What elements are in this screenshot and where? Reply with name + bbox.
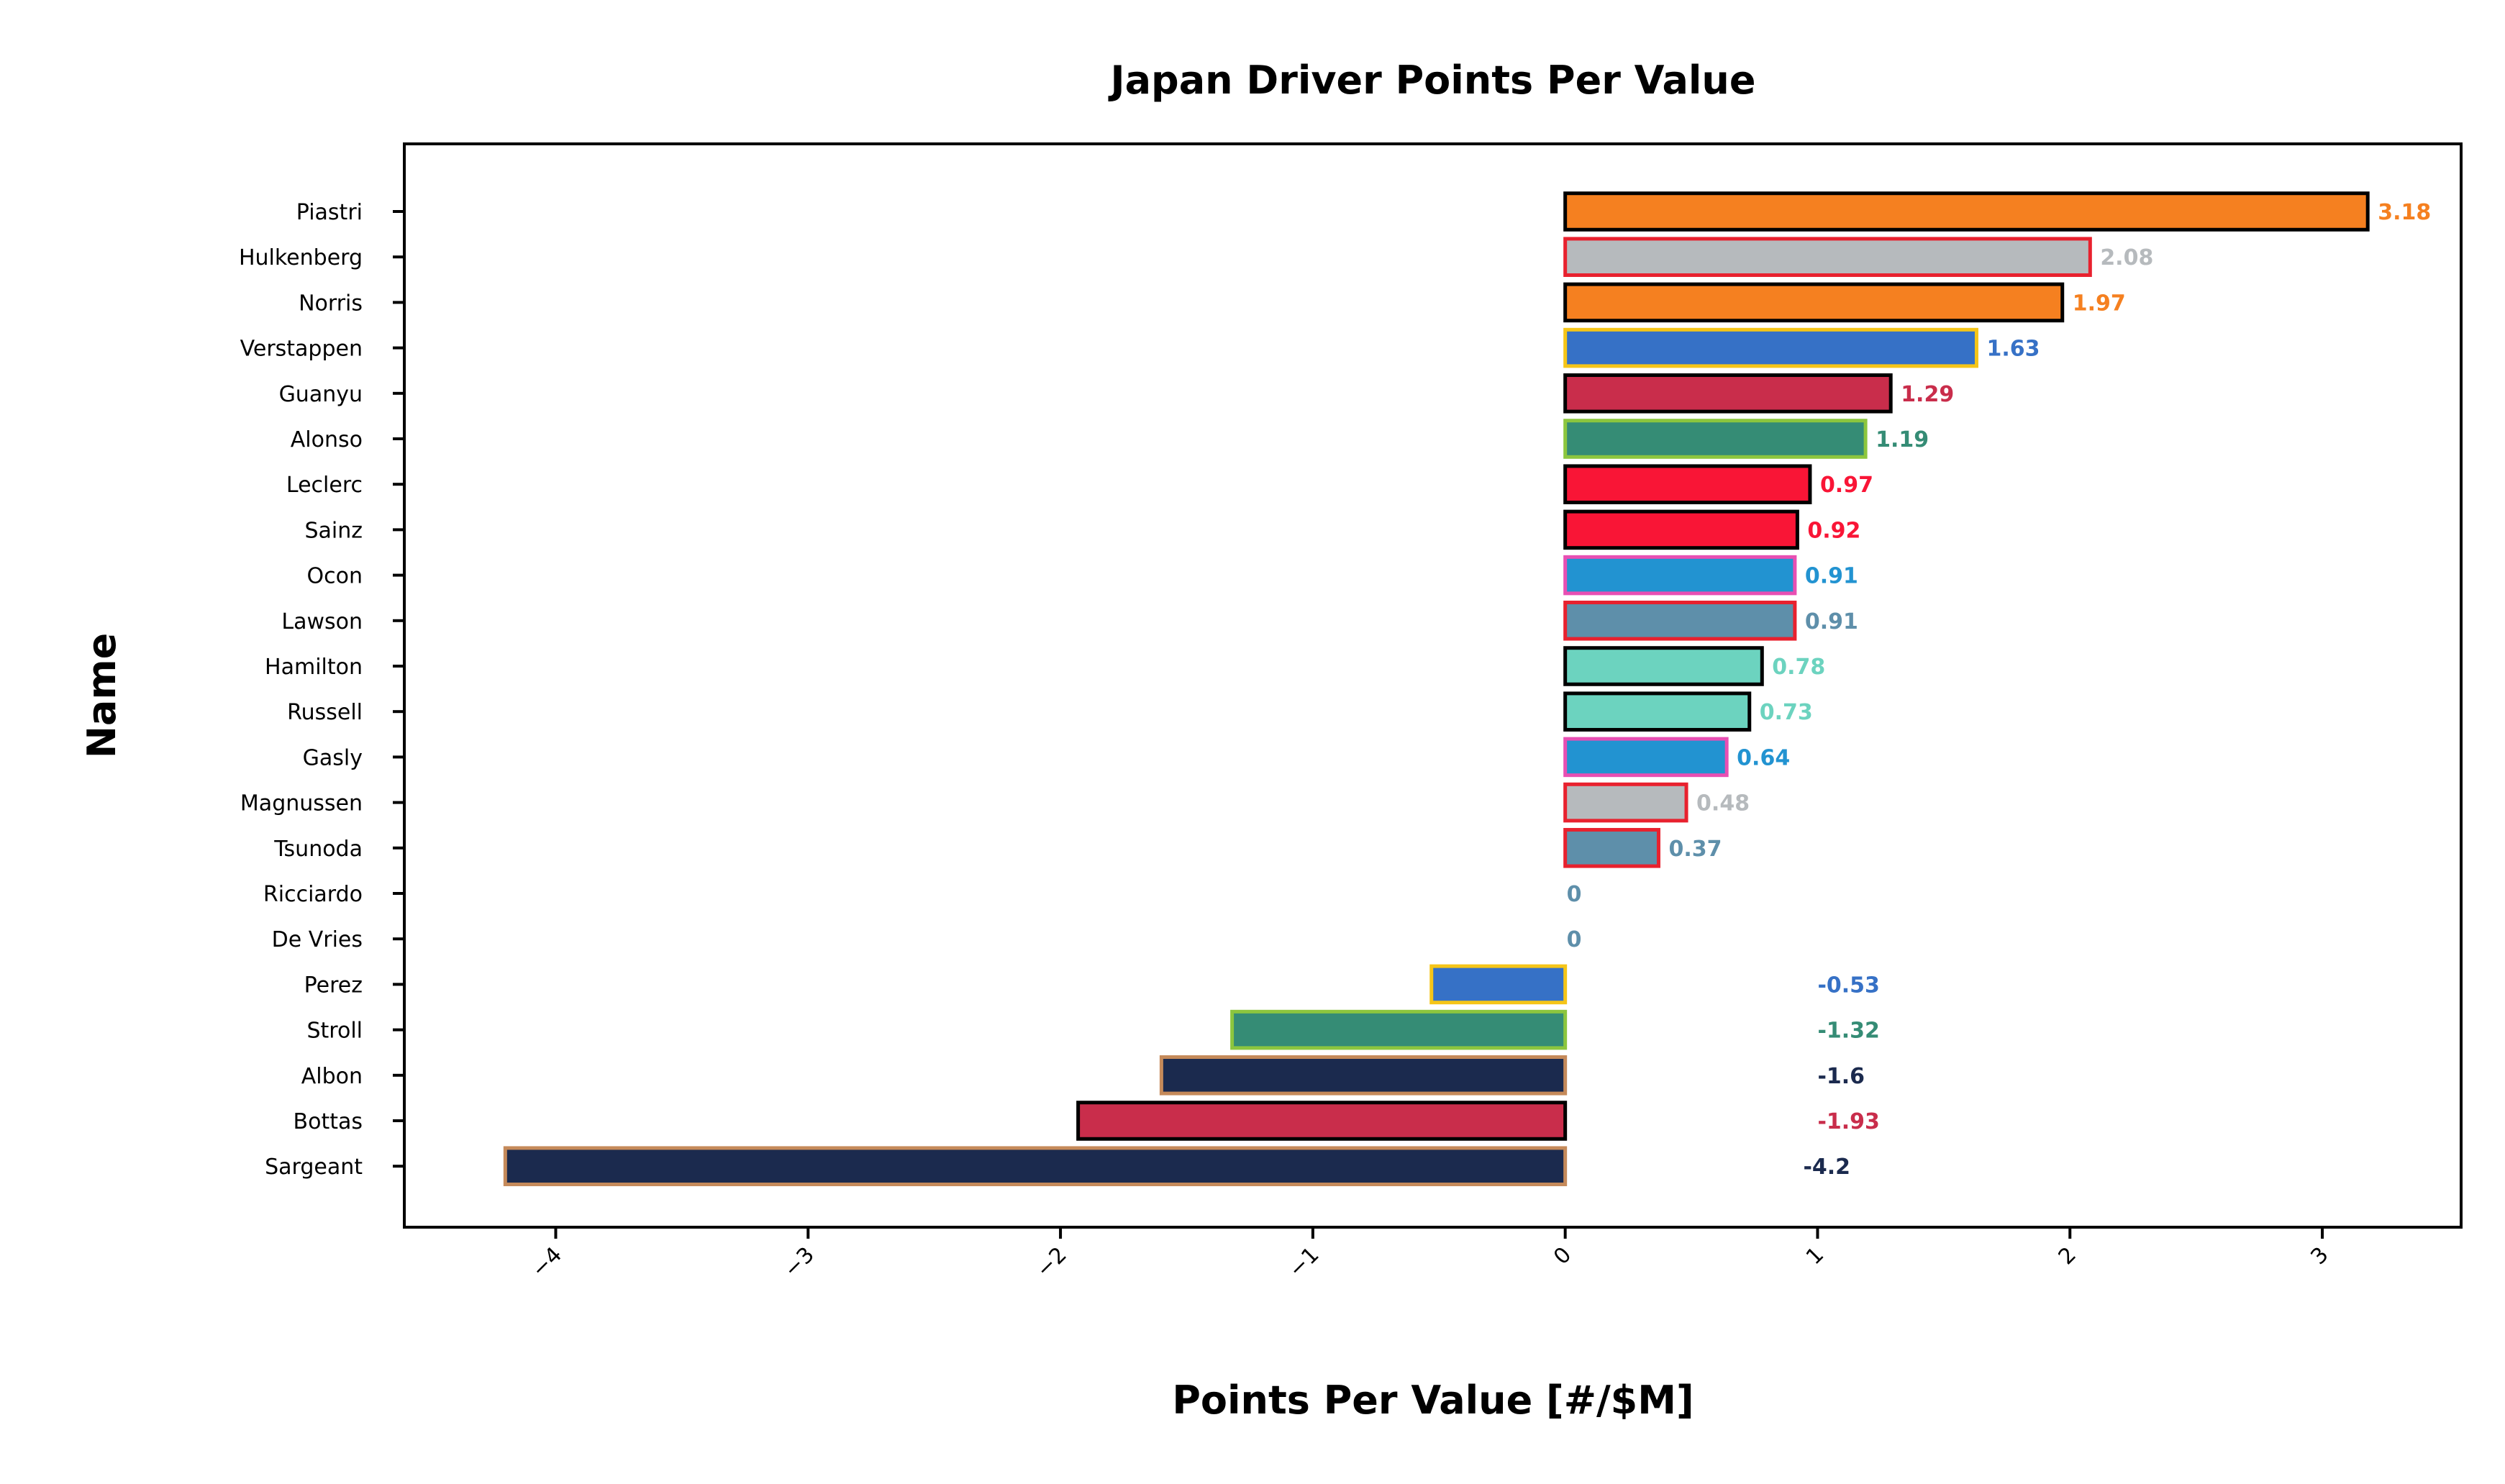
data-label: 1.19 [1876,427,1929,452]
bar [1563,646,1764,686]
y-tick-label: Piastri [296,200,363,225]
plot-area-frame [403,142,2463,1229]
y-tick-label: Perez [304,973,363,998]
x-tick-label: −2 [1032,1242,1072,1283]
x-tick-label: −3 [779,1242,819,1283]
y-tick-label: Russell [287,700,363,725]
y-tick-label: Verstappen [240,337,363,362]
data-label: 0.37 [1668,837,1722,862]
data-label: 3.18 [2378,200,2431,225]
bar [1563,509,1799,550]
data-label: 0 [1567,882,1582,907]
y-tick-label: Ocon [307,564,363,589]
bar [1563,419,1868,459]
data-label: 0.64 [1737,745,1790,770]
data-label: 1.63 [1986,337,2040,362]
chart-title: Japan Driver Points Per Value [1108,58,1756,103]
bar [1563,691,1752,732]
bar [1230,1009,1568,1050]
data-label: -1.93 [1817,1109,1879,1134]
y-tick-label: De Vries [272,927,363,952]
y-tick-label: Lawson [281,609,363,634]
data-label: 0.91 [1805,609,1858,634]
y-tick-label: Leclerc [286,473,363,498]
data-label: 1.97 [2073,291,2126,316]
data-label: 0.91 [1805,564,1858,589]
data-label: -1.6 [1817,1064,1865,1089]
y-tick-label: Gasly [303,745,363,770]
x-tick-label: 0 [1549,1242,1576,1270]
x-axis: −4 −3 −2 −1 0 1 2 3 [527,1227,2334,1283]
y-tick-label: Norris [299,291,363,316]
bars-layer [503,191,2370,1186]
bar [1159,1055,1568,1096]
data-label: 1.29 [1901,382,1954,407]
data-label: -0.53 [1817,973,1879,998]
y-tick-label: Hamilton [265,655,363,680]
y-tick-label: Magnussen [240,791,363,816]
data-label: 0.78 [1772,655,1825,680]
bar [1563,191,2370,232]
bar [1563,373,1893,414]
bar [1563,555,1797,596]
bar [1563,828,1660,868]
x-tick-label: 3 [2306,1242,2333,1270]
data-label: 0.48 [1696,791,1750,816]
data-label: 0.92 [1807,518,1860,543]
bar [1563,782,1688,823]
bar [1429,964,1568,1005]
data-labels-layer: 3.18 2.08 1.97 1.63 1.29 1.190.97 0.92 0.91 0.91… [1567,200,2432,1180]
data-label: -4.2 [1803,1155,1850,1180]
x-axis-label: Points Per Value [#/$M] [1172,1378,1694,1423]
data-label: 0.73 [1760,700,1813,725]
x-tick-label: −1 [1284,1242,1324,1283]
x-tick-label: −4 [527,1242,567,1283]
data-label: 0 [1567,927,1582,952]
y-tick-label: Tsunoda [273,837,363,862]
bar [1563,464,1812,504]
bar [1563,737,1729,778]
y-tick-label: Hulkenberg [239,245,363,270]
y-axis-label: Name [79,633,124,759]
data-label: -1.32 [1817,1019,1879,1044]
bar [1563,237,2092,277]
y-axis: Piastri Hulkenberg Norris Verstappen Guanyu A… [239,200,404,1180]
y-tick-label: Stroll [306,1019,363,1044]
bar [1076,1101,1568,1141]
data-label: 0.97 [1820,473,1873,498]
y-tick-label: Sainz [304,518,363,543]
y-tick-label: Alonso [291,427,363,452]
x-tick-label: 1 [1801,1242,1829,1270]
data-label: 2.08 [2100,245,2153,270]
x-tick-label: 2 [2054,1242,2081,1270]
y-tick-label: Guanyu [279,382,363,407]
y-tick-label: Sargeant [265,1155,363,1180]
bar [1563,327,1978,368]
bar [503,1146,1568,1186]
bar [1563,282,2065,323]
y-tick-label: Bottas [294,1109,363,1134]
y-tick-label: Ricciardo [263,882,363,907]
y-tick-label: Albon [301,1064,363,1089]
bar [1563,601,1797,641]
